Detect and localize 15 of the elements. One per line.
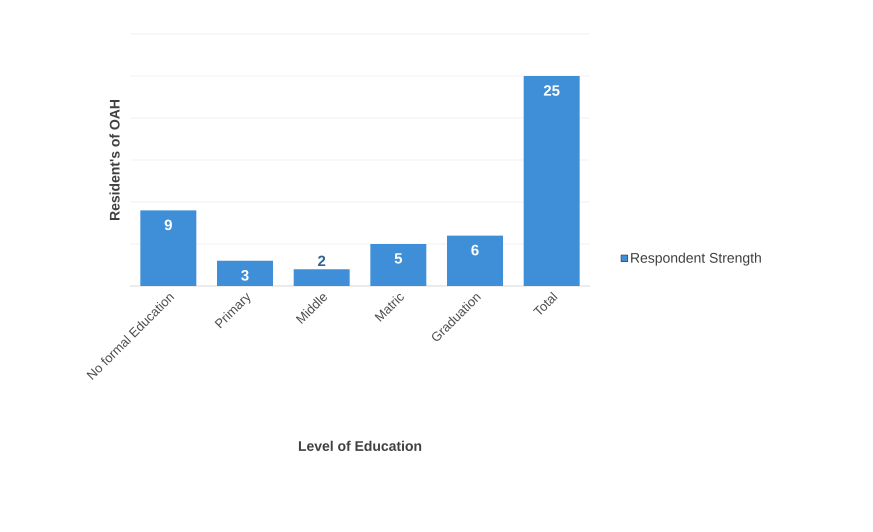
legend-label: Respondent Strength [631, 252, 761, 266]
x-axis-title: Level of Education [298, 440, 422, 451]
data-label: 6 [471, 244, 479, 256]
data-label: 5 [394, 253, 402, 264]
bar [524, 76, 580, 286]
bar [294, 269, 350, 286]
bar [447, 236, 503, 286]
data-label: 3 [241, 270, 249, 281]
data-label: 9 [164, 220, 172, 230]
y-axis-title: Resident's of OAH [109, 100, 120, 220]
data-label: 2 [318, 256, 326, 266]
data-label: 25 [544, 85, 560, 96]
bar [370, 244, 426, 286]
bar [140, 210, 196, 286]
bar [217, 260, 273, 286]
